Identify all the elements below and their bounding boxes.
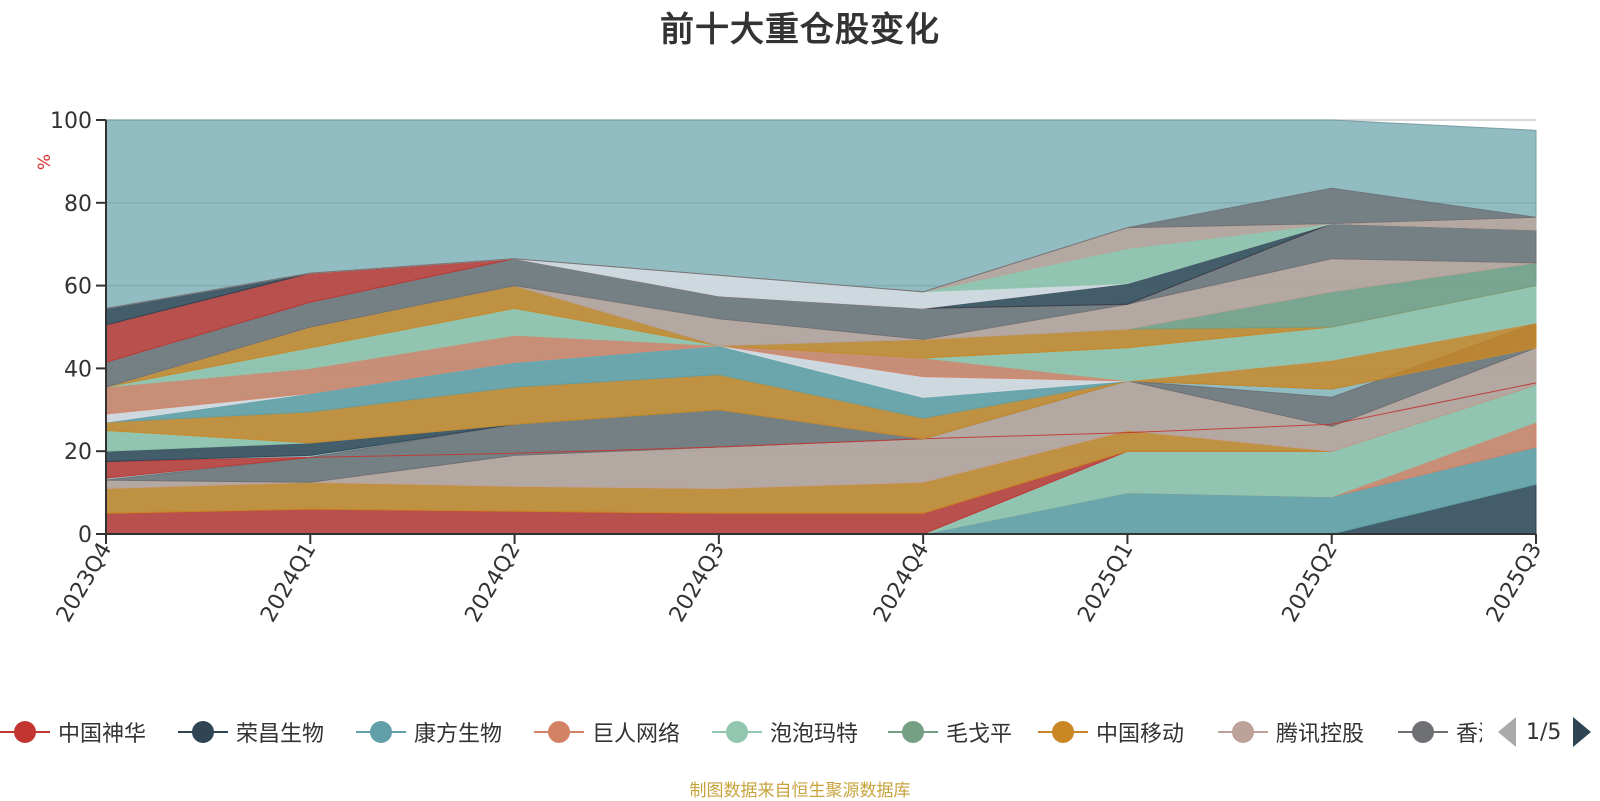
area-band-17 — [105, 187, 1537, 309]
legend-item-8[interactable]: 香港交易所 — [1398, 712, 1482, 752]
x-tick-label-4: 2024Q4 — [869, 539, 934, 627]
legend-item-6[interactable]: 中国移动 — [1038, 712, 1184, 752]
legend-label: 荣昌生物 — [236, 722, 325, 747]
area-series — [105, 119, 1537, 535]
legend-label: 中国神华 — [58, 722, 147, 747]
y-tick-label-1: 20 — [64, 440, 92, 465]
y-tick-label-2: 40 — [64, 357, 92, 382]
legend: 中国神华 荣昌生物 康方生物 巨人网络 泡泡玛特 毛戈平 中国移动 腾讯控股 香港交易所 — [0, 712, 1600, 752]
legend-item-2[interactable]: 康方生物 — [356, 712, 502, 752]
x-tick-label-7: 2025Q3 — [1482, 539, 1547, 627]
legend-item-4[interactable]: 泡泡玛特 — [712, 712, 858, 752]
legend-label: 腾讯控股 — [1276, 722, 1365, 747]
legend-marker-icon — [1218, 721, 1268, 743]
legend-next-page-icon[interactable] — [1573, 717, 1592, 747]
y-tick-label-5: 100 — [50, 109, 92, 134]
legend-label: 康方生物 — [414, 722, 503, 747]
x-tick-label-6: 2025Q2 — [1278, 539, 1343, 627]
legend-pager: 1/5 — [1498, 712, 1592, 752]
legend-item-1[interactable]: 荣昌生物 — [178, 712, 324, 752]
legend-marker-icon — [178, 721, 228, 743]
chart-title: 前十大重仓股变化 — [660, 10, 940, 50]
legend-item-5[interactable]: 毛戈平 — [888, 712, 1012, 752]
legend-marker-icon — [1038, 721, 1088, 743]
x-tick-label-1: 2024Q1 — [256, 539, 321, 627]
legend-label: 香港交易所 — [1456, 722, 1482, 747]
x-tick-label-2: 2024Q2 — [460, 539, 525, 627]
legend-label: 中国移动 — [1096, 722, 1185, 747]
legend-item-0[interactable]: 中国神华 — [0, 712, 146, 752]
legend-items: 中国神华 荣昌生物 康方生物 巨人网络 泡泡玛特 毛戈平 中国移动 腾讯控股 香港交易所 — [0, 712, 1482, 752]
legend-marker-icon — [534, 721, 584, 743]
data-source-note: 制图数据来自恒生聚源数据库 — [689, 781, 911, 801]
y-axis-unit-label: % — [35, 154, 55, 170]
area-band-0 — [105, 382, 1537, 479]
x-tick-label-3: 2024Q3 — [665, 539, 730, 627]
legend-item-7[interactable]: 腾讯控股 — [1218, 712, 1364, 752]
y-tick-label-0: 0 — [78, 523, 92, 548]
y-tick-label-4: 80 — [64, 192, 92, 217]
legend-marker-icon — [356, 721, 406, 743]
x-tick-label-0: 2023Q4 — [52, 539, 117, 627]
legend-label: 泡泡玛特 — [770, 722, 859, 747]
legend-label: 巨人网络 — [592, 722, 681, 747]
legend-marker-icon — [0, 721, 50, 743]
legend-label: 毛戈平 — [946, 722, 1013, 747]
legend-page-indicator: 1/5 — [1526, 719, 1562, 745]
x-tick-label-5: 2025Q1 — [1073, 539, 1138, 627]
legend-marker-icon — [712, 721, 762, 743]
legend-marker-icon — [1398, 721, 1448, 743]
legend-item-3[interactable]: 巨人网络 — [534, 712, 680, 752]
legend-prev-page-icon[interactable] — [1498, 717, 1516, 747]
y-tick-label-3: 60 — [64, 275, 92, 300]
legend-marker-icon — [888, 721, 938, 743]
